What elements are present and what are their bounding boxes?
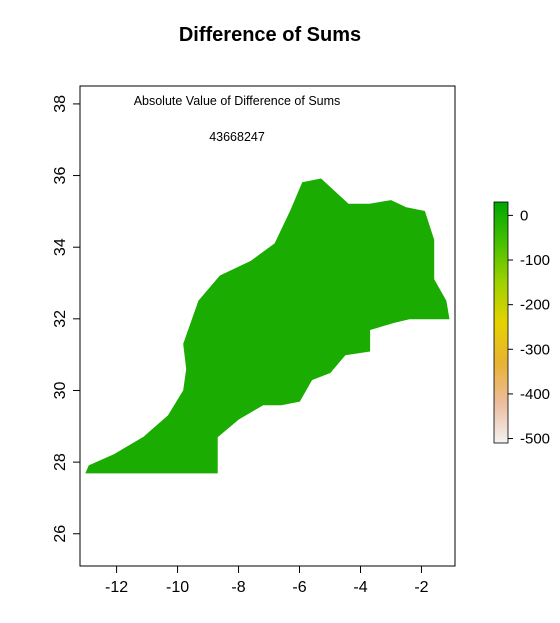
chart-title: Difference of Sums [178, 24, 362, 46]
y-tick-label: 32 [52, 310, 69, 328]
y-tick-label: 34 [52, 238, 69, 256]
legend-tick-label: -300 [520, 341, 550, 358]
legend-tick-label: -500 [520, 431, 550, 448]
x-tick-label: -4 [353, 579, 367, 596]
y-tick-label: 36 [52, 167, 69, 185]
legend-colorbar [493, 201, 509, 444]
y-tick-label: 26 [52, 525, 69, 543]
x-tick-label: -6 [292, 579, 306, 596]
y-tick-label: 38 [52, 95, 69, 113]
y-tick-label: 28 [52, 453, 69, 471]
raster-region [85, 178, 450, 474]
legend-tick-label: -200 [520, 297, 550, 314]
x-tick-label: -10 [166, 579, 189, 596]
plot-frame [79, 85, 456, 567]
y-tick-label: 30 [52, 381, 69, 399]
legend-tick-label: -100 [520, 252, 550, 269]
annotation-value: 43668247 [209, 130, 265, 144]
x-tick-label: -2 [414, 579, 428, 596]
legend-tick-label: -400 [520, 386, 550, 403]
x-tick-label: -8 [231, 579, 245, 596]
legend-tick-label: 0 [520, 207, 528, 224]
x-tick-label: -12 [105, 579, 128, 596]
annotation-label: Absolute Value of Difference of Sums [134, 94, 341, 108]
